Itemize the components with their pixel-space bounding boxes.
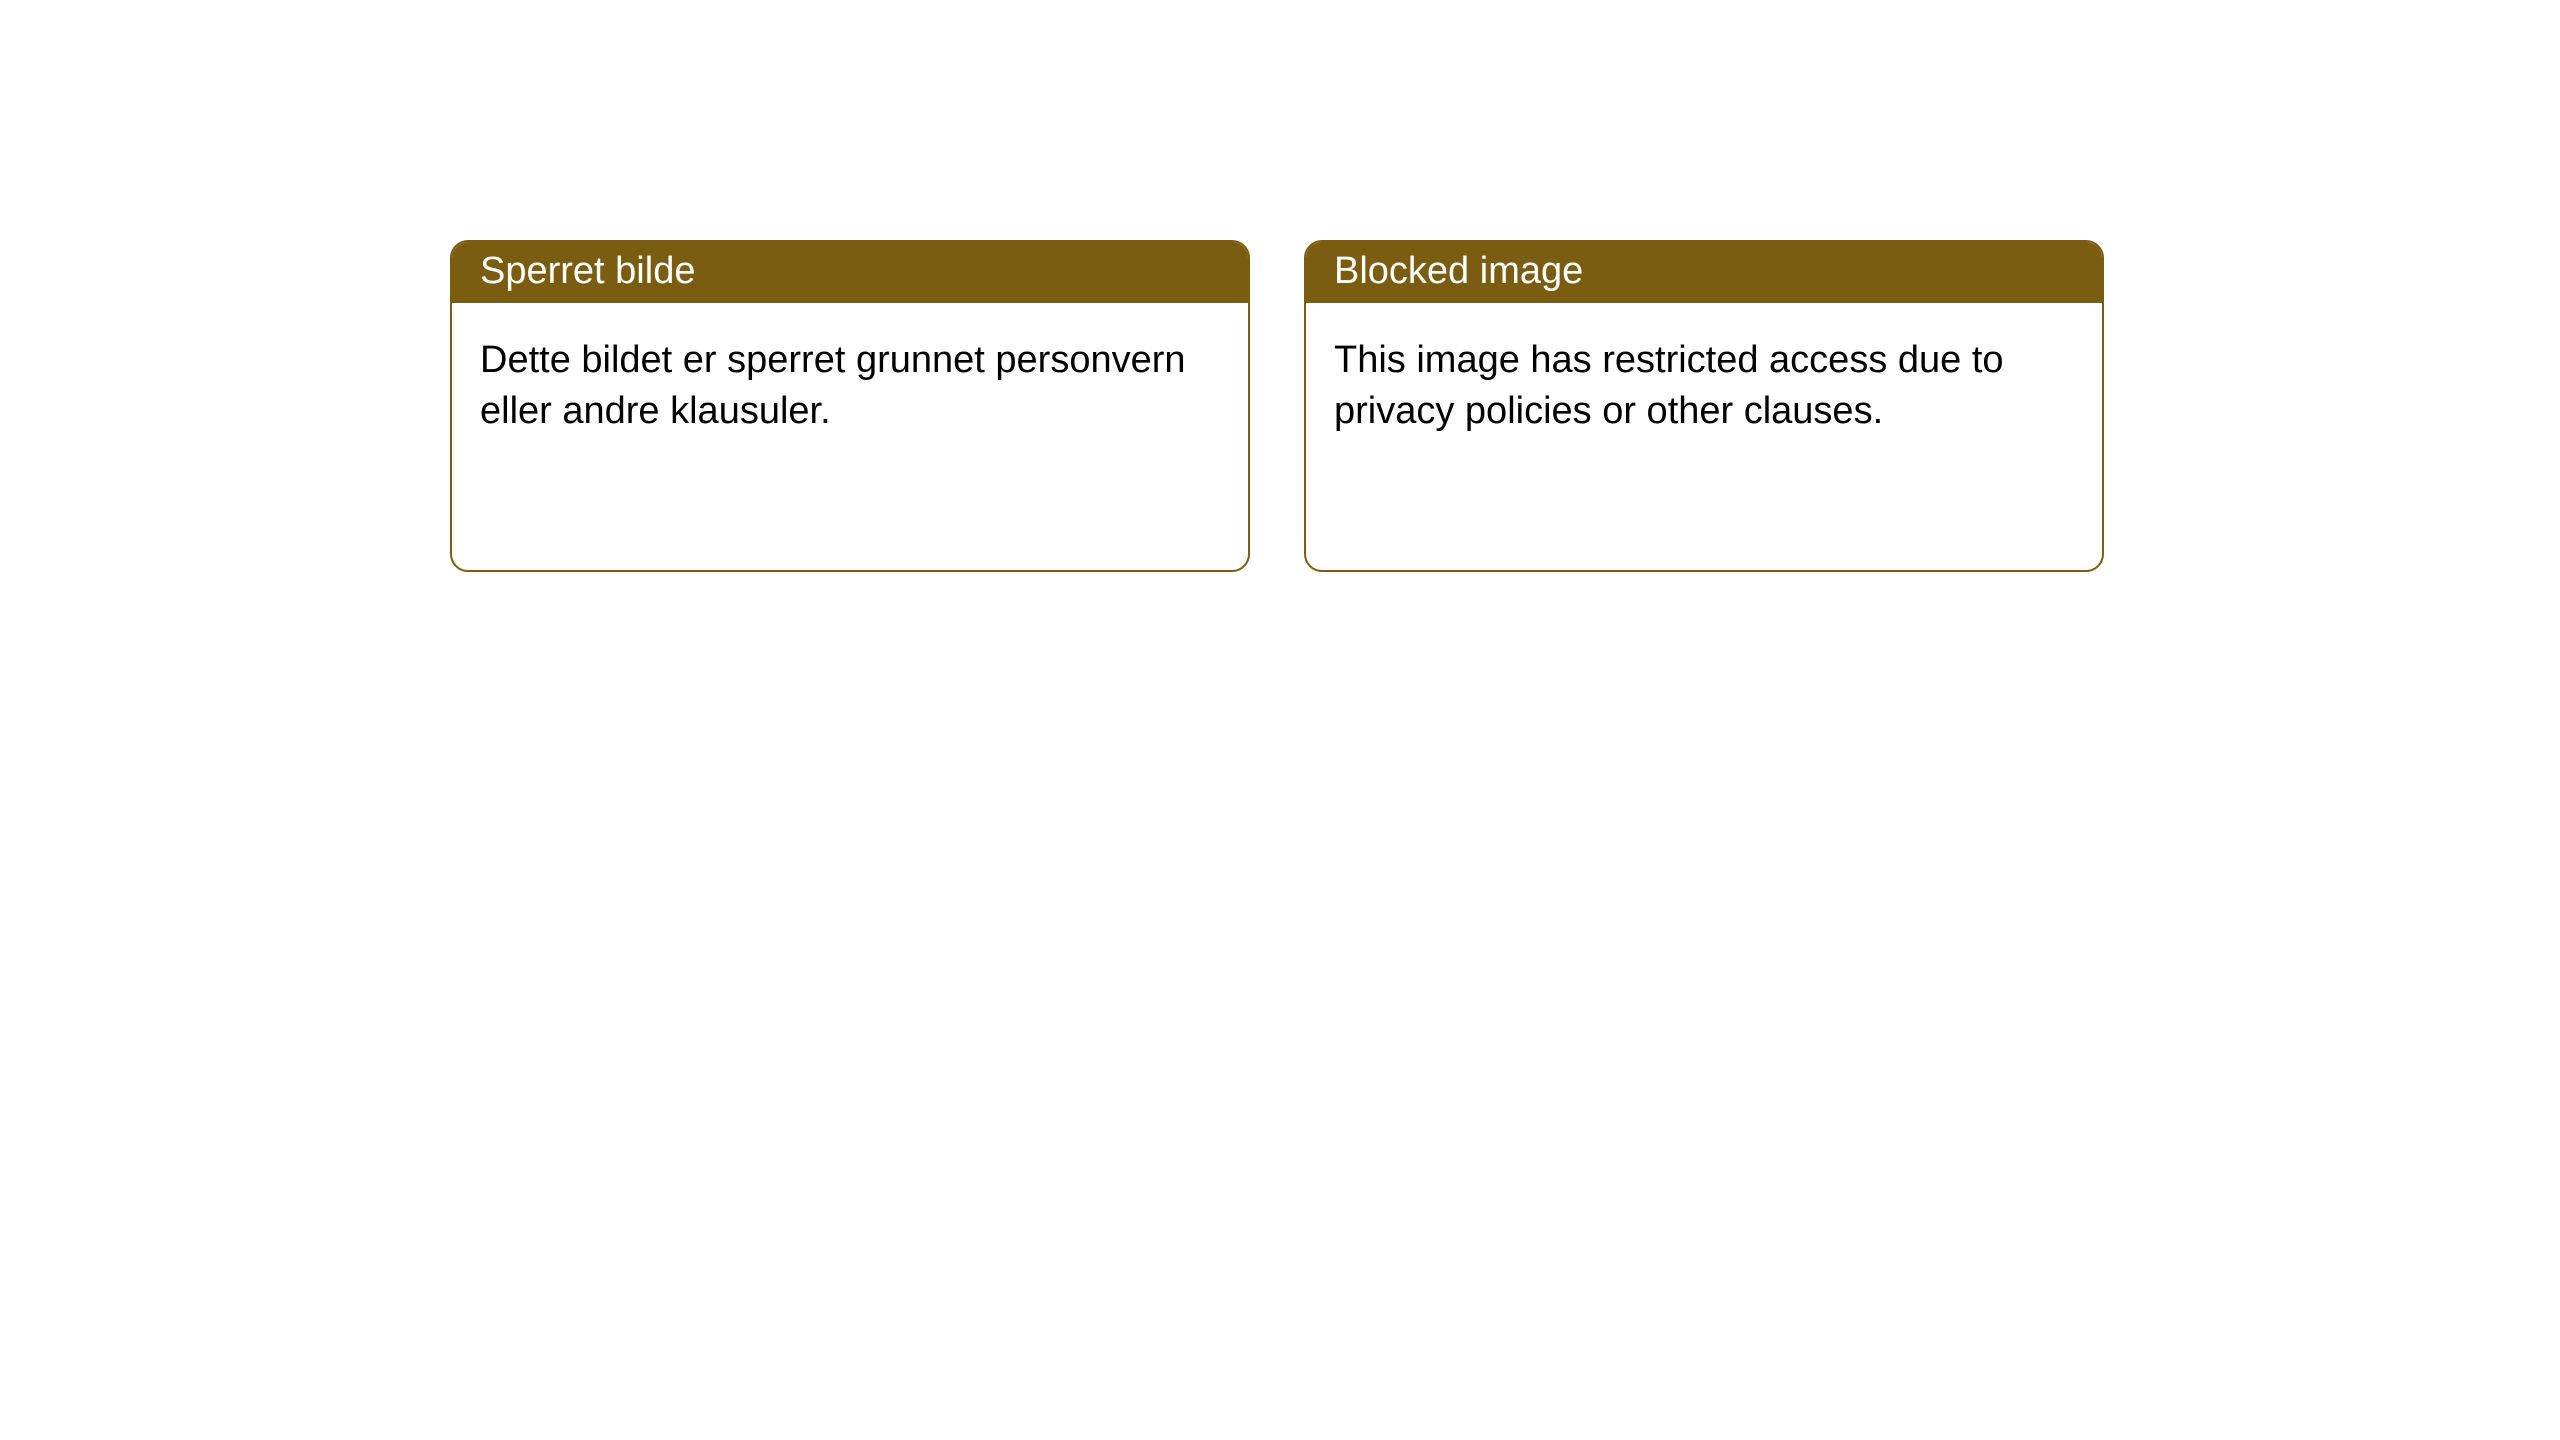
- notice-card-english: Blocked image This image has restricted …: [1304, 240, 2104, 572]
- notice-body-norwegian: Dette bildet er sperret grunnet personve…: [452, 303, 1248, 470]
- notice-card-norwegian: Sperret bilde Dette bildet er sperret gr…: [450, 240, 1250, 572]
- notice-header-english: Blocked image: [1306, 242, 2102, 303]
- notice-container: Sperret bilde Dette bildet er sperret gr…: [0, 0, 2560, 572]
- notice-body-english: This image has restricted access due to …: [1306, 303, 2102, 470]
- notice-header-norwegian: Sperret bilde: [452, 242, 1248, 303]
